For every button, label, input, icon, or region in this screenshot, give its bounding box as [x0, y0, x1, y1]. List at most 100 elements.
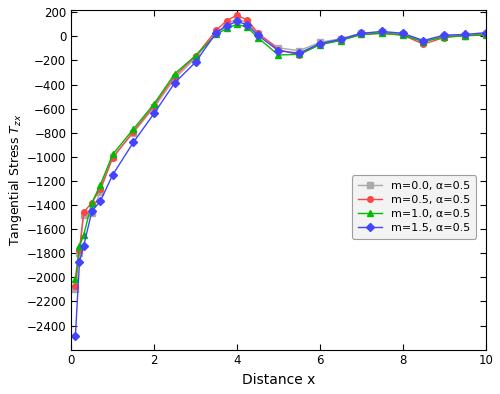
- m=0.5, α=0.5: [462, 33, 468, 38]
- m=1.0, α=0.5: [441, 35, 447, 39]
- m=0.5, α=0.5: [244, 18, 250, 22]
- m=0.0, α=0.5: [110, 154, 116, 159]
- m=0.5, α=0.5: [72, 283, 78, 288]
- m=0.5, α=0.5: [97, 186, 103, 191]
- m=0.5, α=0.5: [358, 32, 364, 37]
- m=1.5, α=0.5: [192, 60, 198, 65]
- m=0.5, α=0.5: [224, 18, 230, 23]
- m=1.0, α=0.5: [110, 152, 116, 157]
- m=1.0, α=0.5: [400, 33, 406, 37]
- m=1.0, α=0.5: [97, 183, 103, 188]
- m=0.5, α=0.5: [254, 30, 260, 35]
- m=0.0, α=0.5: [80, 212, 86, 217]
- m=1.0, α=0.5: [254, 35, 260, 40]
- m=0.0, α=0.5: [151, 105, 157, 110]
- Line: m=1.0, α=0.5: m=1.0, α=0.5: [72, 22, 488, 281]
- m=0.0, α=0.5: [244, 20, 250, 25]
- m=0.5, α=0.5: [89, 200, 95, 205]
- m=0.0, α=0.5: [379, 30, 385, 34]
- m=0.0, α=0.5: [441, 33, 447, 38]
- m=1.5, α=0.5: [172, 80, 178, 85]
- m=1.5, α=0.5: [76, 259, 82, 264]
- m=0.0, α=0.5: [400, 32, 406, 36]
- m=1.0, α=0.5: [244, 25, 250, 30]
- m=0.0, α=0.5: [317, 40, 323, 45]
- m=0.5, α=0.5: [234, 13, 240, 18]
- Line: m=1.5, α=0.5: m=1.5, α=0.5: [72, 19, 488, 339]
- m=0.0, α=0.5: [214, 30, 220, 35]
- m=1.5, α=0.5: [276, 48, 281, 53]
- m=0.5, α=0.5: [276, 47, 281, 52]
- m=1.0, α=0.5: [151, 101, 157, 106]
- m=0.0, α=0.5: [192, 56, 198, 60]
- m=0.0, α=0.5: [234, 17, 240, 21]
- m=1.5, α=0.5: [462, 32, 468, 37]
- m=0.5, α=0.5: [296, 53, 302, 58]
- m=1.5, α=0.5: [296, 51, 302, 56]
- m=0.5, α=0.5: [172, 74, 178, 78]
- m=1.0, α=0.5: [234, 22, 240, 27]
- m=1.0, α=0.5: [214, 32, 220, 37]
- m=0.0, α=0.5: [296, 48, 302, 53]
- m=1.5, α=0.5: [89, 209, 95, 214]
- m=1.0, α=0.5: [76, 243, 82, 248]
- m=1.5, α=0.5: [441, 33, 447, 37]
- m=1.0, α=0.5: [296, 52, 302, 57]
- m=1.5, α=0.5: [72, 334, 78, 339]
- m=1.5, α=0.5: [358, 31, 364, 35]
- m=0.0, α=0.5: [338, 36, 344, 41]
- m=1.0, α=0.5: [89, 200, 95, 205]
- m=0.5, α=0.5: [420, 42, 426, 46]
- m=1.5, α=0.5: [80, 243, 86, 248]
- m=0.5, α=0.5: [76, 247, 82, 252]
- m=1.5, α=0.5: [317, 41, 323, 46]
- m=0.0, α=0.5: [254, 32, 260, 36]
- m=0.0, α=0.5: [482, 32, 488, 36]
- m=1.0, α=0.5: [172, 71, 178, 76]
- m=1.5, α=0.5: [482, 30, 488, 35]
- m=0.5, α=0.5: [110, 156, 116, 160]
- m=0.0, α=0.5: [276, 45, 281, 50]
- m=1.5, α=0.5: [338, 37, 344, 42]
- m=1.0, α=0.5: [338, 38, 344, 43]
- m=1.5, α=0.5: [244, 22, 250, 27]
- m=0.5, α=0.5: [192, 54, 198, 59]
- X-axis label: Distance x: Distance x: [242, 373, 315, 387]
- m=1.5, α=0.5: [224, 24, 230, 28]
- m=1.5, α=0.5: [400, 31, 406, 35]
- m=0.5, α=0.5: [80, 210, 86, 215]
- m=0.0, α=0.5: [89, 211, 95, 216]
- m=1.0, α=0.5: [317, 43, 323, 47]
- m=0.5, α=0.5: [130, 129, 136, 134]
- Legend: m=0.0, α=0.5, m=0.5, α=0.5, m=1.0, α=0.5, m=1.5, α=0.5: m=0.0, α=0.5, m=0.5, α=0.5, m=1.0, α=0.5…: [352, 175, 476, 238]
- m=1.0, α=0.5: [420, 39, 426, 44]
- m=1.5, α=0.5: [214, 30, 220, 35]
- m=0.0, α=0.5: [172, 76, 178, 81]
- Y-axis label: Tangential Stress $T_{zx}$: Tangential Stress $T_{zx}$: [7, 113, 24, 246]
- m=0.5, α=0.5: [214, 28, 220, 33]
- m=1.0, α=0.5: [72, 276, 78, 281]
- m=1.5, α=0.5: [379, 29, 385, 34]
- m=1.5, α=0.5: [234, 19, 240, 24]
- m=1.0, α=0.5: [192, 53, 198, 58]
- m=0.5, α=0.5: [379, 31, 385, 35]
- m=0.0, α=0.5: [97, 190, 103, 194]
- Line: m=0.5, α=0.5: m=0.5, α=0.5: [72, 13, 488, 288]
- m=1.0, α=0.5: [276, 53, 281, 58]
- m=1.0, α=0.5: [130, 127, 136, 132]
- m=1.0, α=0.5: [462, 33, 468, 38]
- m=1.0, α=0.5: [379, 31, 385, 35]
- m=0.5, α=0.5: [441, 35, 447, 40]
- m=0.0, α=0.5: [130, 130, 136, 135]
- m=0.0, α=0.5: [72, 287, 78, 292]
- m=1.0, α=0.5: [224, 26, 230, 31]
- m=1.5, α=0.5: [254, 33, 260, 37]
- m=0.5, α=0.5: [400, 33, 406, 37]
- m=1.5, α=0.5: [110, 173, 116, 177]
- m=0.5, α=0.5: [317, 42, 323, 46]
- m=1.5, α=0.5: [420, 38, 426, 43]
- m=1.5, α=0.5: [97, 199, 103, 204]
- m=0.0, α=0.5: [358, 31, 364, 35]
- Line: m=0.0, α=0.5: m=0.0, α=0.5: [72, 16, 488, 292]
- m=1.0, α=0.5: [80, 233, 86, 238]
